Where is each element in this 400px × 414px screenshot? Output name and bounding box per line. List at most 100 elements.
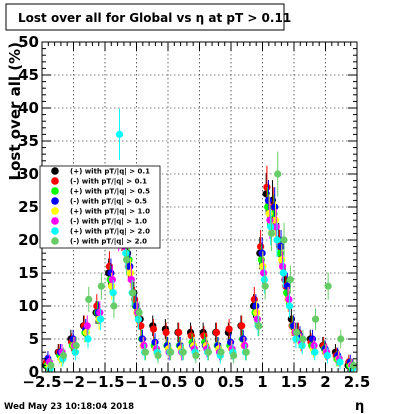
x-tick-label: 0 (194, 373, 204, 391)
x-tick-label: −1.5 (85, 373, 124, 391)
data-point (266, 216, 274, 224)
data-point (212, 328, 221, 336)
data-point (85, 295, 93, 303)
data-point (264, 196, 273, 204)
data-point (69, 335, 77, 343)
data-point (127, 276, 135, 284)
legend-marker (51, 177, 59, 185)
data-point (126, 269, 135, 277)
y-tick-label: 35 (18, 132, 39, 150)
data-point (277, 243, 285, 251)
axes: −2.5 −2 −1.5 −1 −0.5 0 0.5 1 1.5 2 2.5 0 5 10 15 20 25 30… (18, 33, 370, 391)
data-point (336, 358, 344, 366)
y-tick-label: 40 (18, 99, 39, 117)
data-point (253, 315, 261, 323)
x-axis-label: η (355, 399, 364, 414)
x-tick-label: −2 (62, 373, 85, 391)
chart-title: Lost over all for Global vs η at pT > 0.… (18, 11, 291, 25)
data-point (138, 335, 147, 343)
data-point (162, 328, 170, 336)
data-point (242, 348, 250, 356)
data-point (280, 236, 288, 244)
data-point (217, 348, 225, 356)
data-point (261, 282, 269, 290)
data-point (323, 351, 331, 360)
data-point (337, 335, 345, 343)
y-axis-label: Lost over all (%) (6, 42, 24, 180)
legend-marker (51, 197, 59, 205)
data-point (82, 328, 91, 336)
x-tick-label: 1 (257, 373, 267, 391)
data-point (258, 249, 266, 257)
data-point (126, 262, 134, 270)
data-point (134, 315, 142, 323)
data-point (135, 309, 143, 317)
data-point (96, 309, 104, 317)
data-point (59, 351, 68, 360)
data-point (72, 342, 80, 350)
data-point (298, 342, 306, 350)
title-box (5, 3, 285, 31)
data-point (299, 335, 307, 343)
data-point (47, 361, 55, 369)
data-point (286, 276, 294, 284)
data-point (71, 348, 79, 356)
y-tick-label: 15 (18, 264, 39, 282)
data-point (267, 223, 275, 231)
legend-label: (+) with pT/|q| > 2.0 (70, 228, 150, 237)
data-point (241, 342, 249, 350)
data-point (96, 315, 105, 323)
data-point (260, 276, 268, 284)
data-point (110, 302, 118, 310)
data-point (140, 342, 148, 350)
legend-marker (51, 187, 59, 195)
y-tick-label: 0 (29, 363, 39, 381)
data-point (290, 322, 298, 330)
data-point (272, 223, 280, 231)
data-point (285, 302, 294, 310)
y-tick-label: 5 (29, 330, 39, 348)
x-tick-label: −0.5 (148, 373, 187, 391)
legend-marker (51, 217, 59, 225)
data-point (141, 348, 150, 356)
data-point (271, 216, 280, 224)
data-point (122, 256, 131, 264)
data-point (267, 229, 276, 237)
y-tick-label: 50 (18, 33, 39, 51)
data-point (292, 335, 300, 343)
legend-label: (-) with pT/|q| > 0.1 (70, 178, 147, 187)
data-point (239, 335, 247, 343)
series-7 (47, 151, 357, 372)
data-point (107, 269, 115, 277)
legend-marker (51, 227, 59, 235)
legend-box (39, 165, 161, 249)
data-point (278, 262, 287, 270)
data-point (271, 203, 279, 211)
legend-label: (-) with pT/|q| > 0.5 (70, 198, 147, 207)
data-point (108, 282, 116, 290)
x-tick-label: −2.5 (22, 373, 61, 391)
data-point (109, 289, 117, 297)
data-point (255, 322, 263, 330)
x-tick-label: 0.5 (218, 373, 245, 391)
data-point (263, 183, 271, 191)
data-point (285, 295, 293, 303)
data-point (204, 348, 213, 356)
legend-label: (+) with pT/|q| > 0.1 (70, 168, 150, 177)
data-point (175, 328, 183, 336)
legend-marker (51, 167, 59, 175)
data-point (259, 262, 267, 270)
y-tick-label: 45 (18, 66, 39, 84)
legend-label: (-) with pT/|q| > 2.0 (70, 238, 147, 247)
data-point (149, 325, 158, 333)
legend: (+) with pT/|q| > 0.1(-) with pT/|q| > 0… (39, 165, 161, 249)
x-tick-label: 2.5 (344, 373, 371, 391)
y-tick-label: 20 (18, 231, 39, 249)
legend-marker (51, 207, 59, 215)
legend-label: (+) with pT/|q| > 0.5 (70, 188, 150, 197)
data-point (311, 315, 320, 323)
data-point (238, 322, 246, 330)
data-point (252, 309, 261, 317)
y-tick-label: 10 (18, 297, 39, 315)
